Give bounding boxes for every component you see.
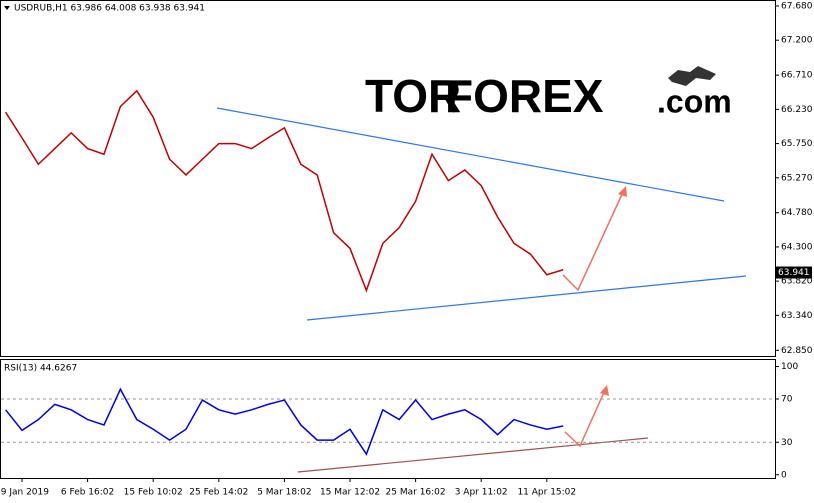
y-tick-label: 100 bbox=[781, 362, 798, 372]
arrow-head bbox=[618, 186, 627, 197]
x-tick-label: 25 Mar 16:02 bbox=[386, 488, 446, 498]
y-tick-label: 67.680 bbox=[781, 1, 813, 11]
rsi-title: RSI(13) 44.6267 bbox=[4, 364, 77, 374]
y-tick-label: 65.750 bbox=[781, 139, 813, 149]
watermark-forex: FOREX bbox=[445, 70, 604, 122]
x-tick-label: 29 Jan 2019 bbox=[0, 488, 49, 498]
forecast-arrow bbox=[562, 189, 625, 292]
y-tick-label: 66.230 bbox=[781, 105, 813, 115]
x-tick-label: 3 Apr 11:02 bbox=[455, 488, 508, 498]
watermark-tor: TOR bbox=[365, 70, 461, 122]
price-title: USDRUB,H1 63.986 64.008 63.938 63.941 bbox=[14, 4, 205, 14]
y-tick-label: 67.200 bbox=[781, 36, 813, 46]
trendline-upper bbox=[216, 107, 725, 202]
watermark-bull bbox=[668, 66, 716, 86]
y-tick-label: 66.710 bbox=[781, 71, 813, 81]
x-tick-label: 15 Mar 12:02 bbox=[320, 488, 380, 498]
y-tick-label: 0 bbox=[781, 470, 787, 480]
x-tick-label: 6 Feb 16:02 bbox=[61, 488, 114, 498]
x-tick-label: 25 Feb 14:02 bbox=[189, 488, 248, 498]
x-tick-label: 15 Feb 10:02 bbox=[124, 488, 183, 498]
rsi-panel bbox=[0, 359, 776, 479]
rsi-arrow-head bbox=[600, 385, 609, 396]
y-tick-label: 30 bbox=[781, 438, 793, 448]
rsi-forecast-arrow bbox=[564, 389, 606, 448]
y-tick-label: 65.270 bbox=[781, 173, 813, 183]
price-panel bbox=[0, 0, 776, 357]
y-tick-label: 63.820 bbox=[781, 277, 813, 287]
price-line bbox=[5, 387, 564, 456]
x-tick-label: 11 Apr 15:02 bbox=[517, 488, 576, 498]
header-arrow bbox=[4, 6, 10, 10]
rsi-trendline bbox=[297, 437, 649, 473]
x-tick-label: 5 Mar 18:02 bbox=[257, 488, 311, 498]
last-price-label: 63.941 bbox=[778, 268, 810, 278]
y-tick-label: 62.850 bbox=[781, 346, 813, 356]
y-tick-label: 70 bbox=[781, 394, 793, 404]
last-price-box bbox=[776, 266, 812, 279]
y-tick-label: 64.780 bbox=[781, 208, 813, 218]
price-line bbox=[4, 89, 564, 293]
y-tick-label: 64.300 bbox=[781, 242, 813, 252]
trendline-lower bbox=[306, 275, 747, 321]
watermark-com: .com bbox=[657, 83, 732, 119]
y-tick-label: 63.340 bbox=[781, 311, 813, 321]
